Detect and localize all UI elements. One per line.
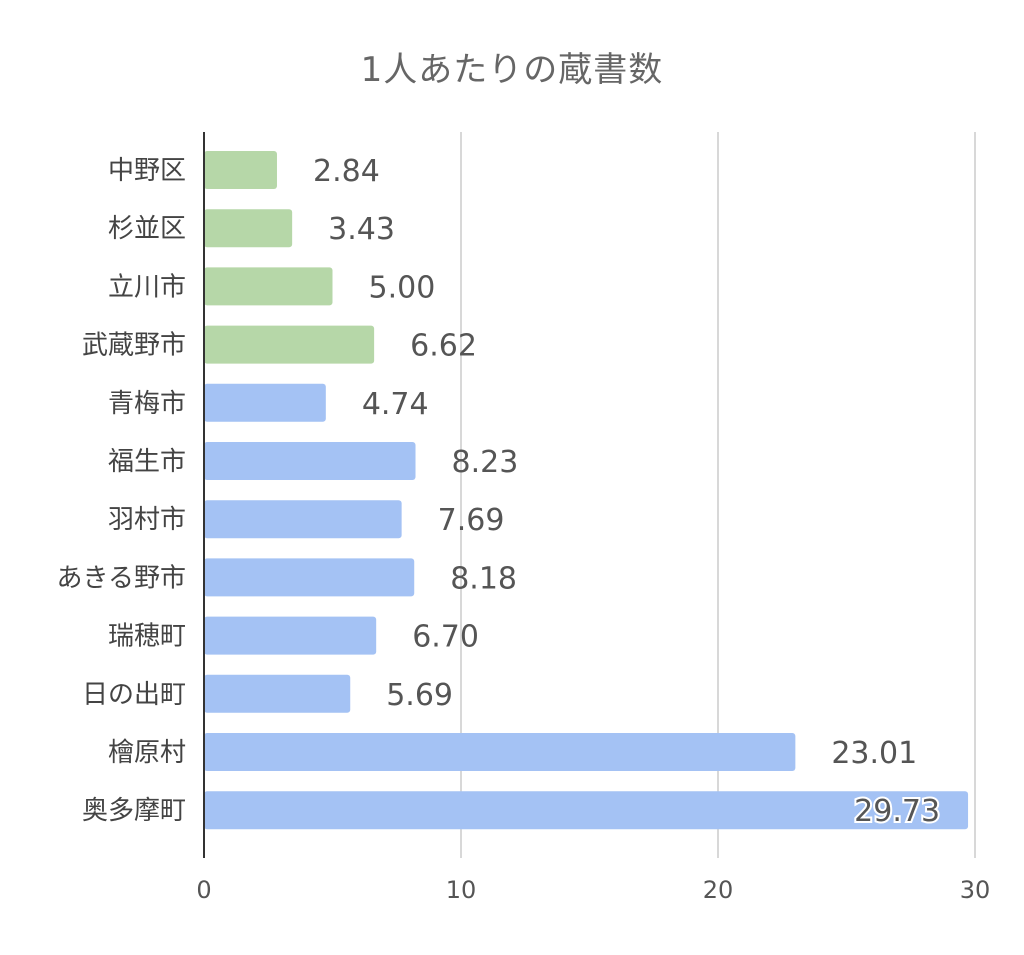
category-labels: 中野区杉並区立川市武蔵野市青梅市福生市羽村市あきる野市瑞穂町日の出町檜原村奥多摩… [57, 156, 186, 826]
value-label: 6.62 [410, 329, 477, 364]
category-label: あきる野市 [57, 563, 186, 593]
value-label: 5.00 [369, 270, 436, 305]
x-tick-label: 0 [196, 876, 211, 904]
bar [204, 674, 351, 713]
bar [204, 791, 969, 830]
value-label: 8.23 [452, 445, 519, 480]
bar [204, 267, 333, 306]
category-label: 羽村市 [108, 505, 186, 535]
x-tick-label: 20 [703, 876, 734, 904]
x-tick-label: 30 [960, 876, 991, 904]
category-label: 奥多摩町 [82, 796, 186, 826]
value-label: 2.84 [313, 154, 380, 189]
value-label: 4.74 [362, 387, 429, 422]
chart-title: 1人あたりの蔵書数 [360, 50, 664, 90]
bar [204, 733, 796, 771]
category-label: 瑞穂町 [108, 622, 186, 652]
x-tick-labels: 0 10 20 30 [196, 876, 990, 904]
category-label: 日の出町 [82, 680, 186, 710]
value-label: 7.69 [438, 503, 505, 538]
value-label: 6.70 [412, 620, 479, 655]
category-label: 檜原村 [108, 738, 186, 768]
x-tick-label: 10 [446, 876, 477, 904]
bar [204, 383, 326, 422]
bar [204, 558, 415, 597]
category-label: 立川市 [108, 272, 186, 302]
bars [204, 151, 969, 830]
bar [204, 325, 375, 364]
value-label: 23.01 [831, 736, 917, 771]
bar [204, 616, 377, 655]
value-label: 8.18 [450, 561, 517, 596]
category-label: 福生市 [108, 447, 186, 477]
value-label: 3.43 [328, 212, 395, 247]
category-label: 中野区 [108, 156, 186, 186]
category-label: 杉並区 [108, 214, 186, 244]
bar [204, 500, 402, 539]
category-label: 武蔵野市 [82, 331, 186, 361]
bar [204, 151, 277, 189]
category-label: 青梅市 [108, 389, 186, 419]
bar [204, 209, 293, 248]
value-label: 5.69 [386, 678, 453, 713]
value-label: 29.73 [854, 794, 940, 829]
bar [204, 442, 416, 480]
value-labels: 2.84 3.43 5.00 6.62 4.74 8.23 7.69 8.18 6.70 5.69… [313, 154, 942, 831]
